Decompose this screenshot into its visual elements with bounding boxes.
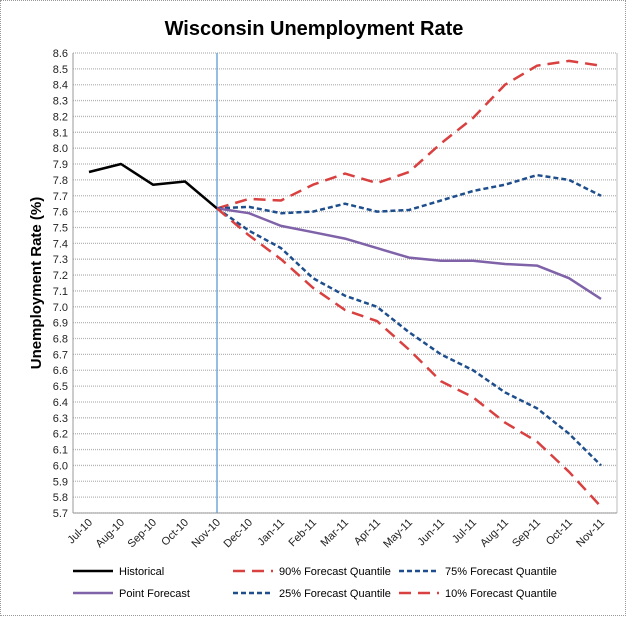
x-tick-label: Jul-10 [65, 517, 95, 547]
y-tick-label: 6.4 [53, 397, 68, 409]
y-tick-label: 7.5 [53, 222, 68, 234]
y-tick-label: 6.7 [53, 349, 68, 361]
y-tick-label: 5.9 [53, 476, 68, 488]
x-tick-label: Oct-11 [544, 517, 575, 548]
y-tick-label: 7.8 [53, 175, 68, 187]
y-tick-label: 7.4 [53, 238, 68, 250]
y-axis-label: Unemployment Rate (%) [28, 197, 45, 370]
y-tick-label: 5.8 [53, 492, 68, 504]
x-tick-label: Jun-11 [415, 517, 447, 549]
series-line-75-forecast-quantile [216, 173, 602, 215]
y-tick-label: 6.9 [53, 318, 68, 330]
x-tick-label: Feb-11 [287, 517, 320, 550]
y-tick-label: 6.0 [53, 460, 68, 472]
legend-label: 75% Forecast Quantile [445, 566, 557, 578]
chart-title: Wisconsin Unemployment Rate [165, 18, 464, 40]
series-line-point-forecast [216, 207, 602, 300]
y-tick-label: 8.0 [53, 143, 68, 155]
y-tick-label: 7.2 [53, 270, 68, 282]
y-tick-label: 7.0 [53, 302, 68, 314]
x-tick-label: Nov-11 [574, 517, 607, 550]
x-tick-label: Apr-11 [352, 517, 383, 548]
legend-label: 10% Forecast Quantile [445, 588, 557, 600]
x-tick-label: Sep-10 [126, 517, 160, 551]
series-line-90-forecast-quantile [216, 59, 602, 210]
x-tick-label: Sep-11 [510, 517, 543, 550]
x-tick-label: Dec-10 [222, 517, 256, 551]
x-tick-label: Jul-11 [450, 517, 479, 546]
x-tick-label: Aug-11 [478, 517, 511, 550]
y-tick-label: 8.5 [53, 64, 68, 76]
x-tick-label: Jan-11 [255, 517, 287, 549]
y-tick-label: 8.4 [53, 80, 68, 92]
series-line-25-forecast-quantile [216, 207, 602, 467]
x-tick-label: Mar-11 [319, 517, 352, 550]
y-tick-label: 7.7 [53, 191, 68, 203]
legend-label: Point Forecast [119, 588, 190, 600]
y-tick-label: 5.7 [53, 508, 68, 520]
x-tick-label: May-11 [381, 517, 415, 551]
y-tick-label: 8.2 [53, 111, 68, 123]
y-tick-label: 6.5 [53, 381, 68, 393]
legend-label: Historical [119, 566, 164, 578]
y-tick-label: 8.6 [53, 48, 68, 60]
series-line-historical [88, 162, 218, 210]
y-tick-label: 7.6 [53, 207, 68, 219]
series-line-10-forecast-quantile [216, 207, 602, 508]
y-tick-label: 7.3 [53, 254, 68, 266]
x-tick-label: Nov-10 [190, 517, 224, 551]
y-tick-label: 8.3 [53, 96, 68, 108]
legend-label: 90% Forecast Quantile [279, 566, 391, 578]
y-tick-label: 7.9 [53, 159, 68, 171]
y-tick-label: 6.8 [53, 334, 68, 346]
y-tick-label: 6.2 [53, 429, 68, 441]
y-tick-label: 6.3 [53, 413, 68, 425]
legend-label: 25% Forecast Quantile [279, 588, 391, 600]
x-tick-label: Aug-10 [94, 517, 128, 551]
y-tick-label: 6.1 [53, 445, 68, 457]
y-tick-label: 6.6 [53, 365, 68, 377]
x-tick-label: Oct-10 [159, 517, 191, 549]
y-tick-label: 7.1 [53, 286, 68, 298]
y-tick-label: 8.1 [53, 127, 68, 139]
